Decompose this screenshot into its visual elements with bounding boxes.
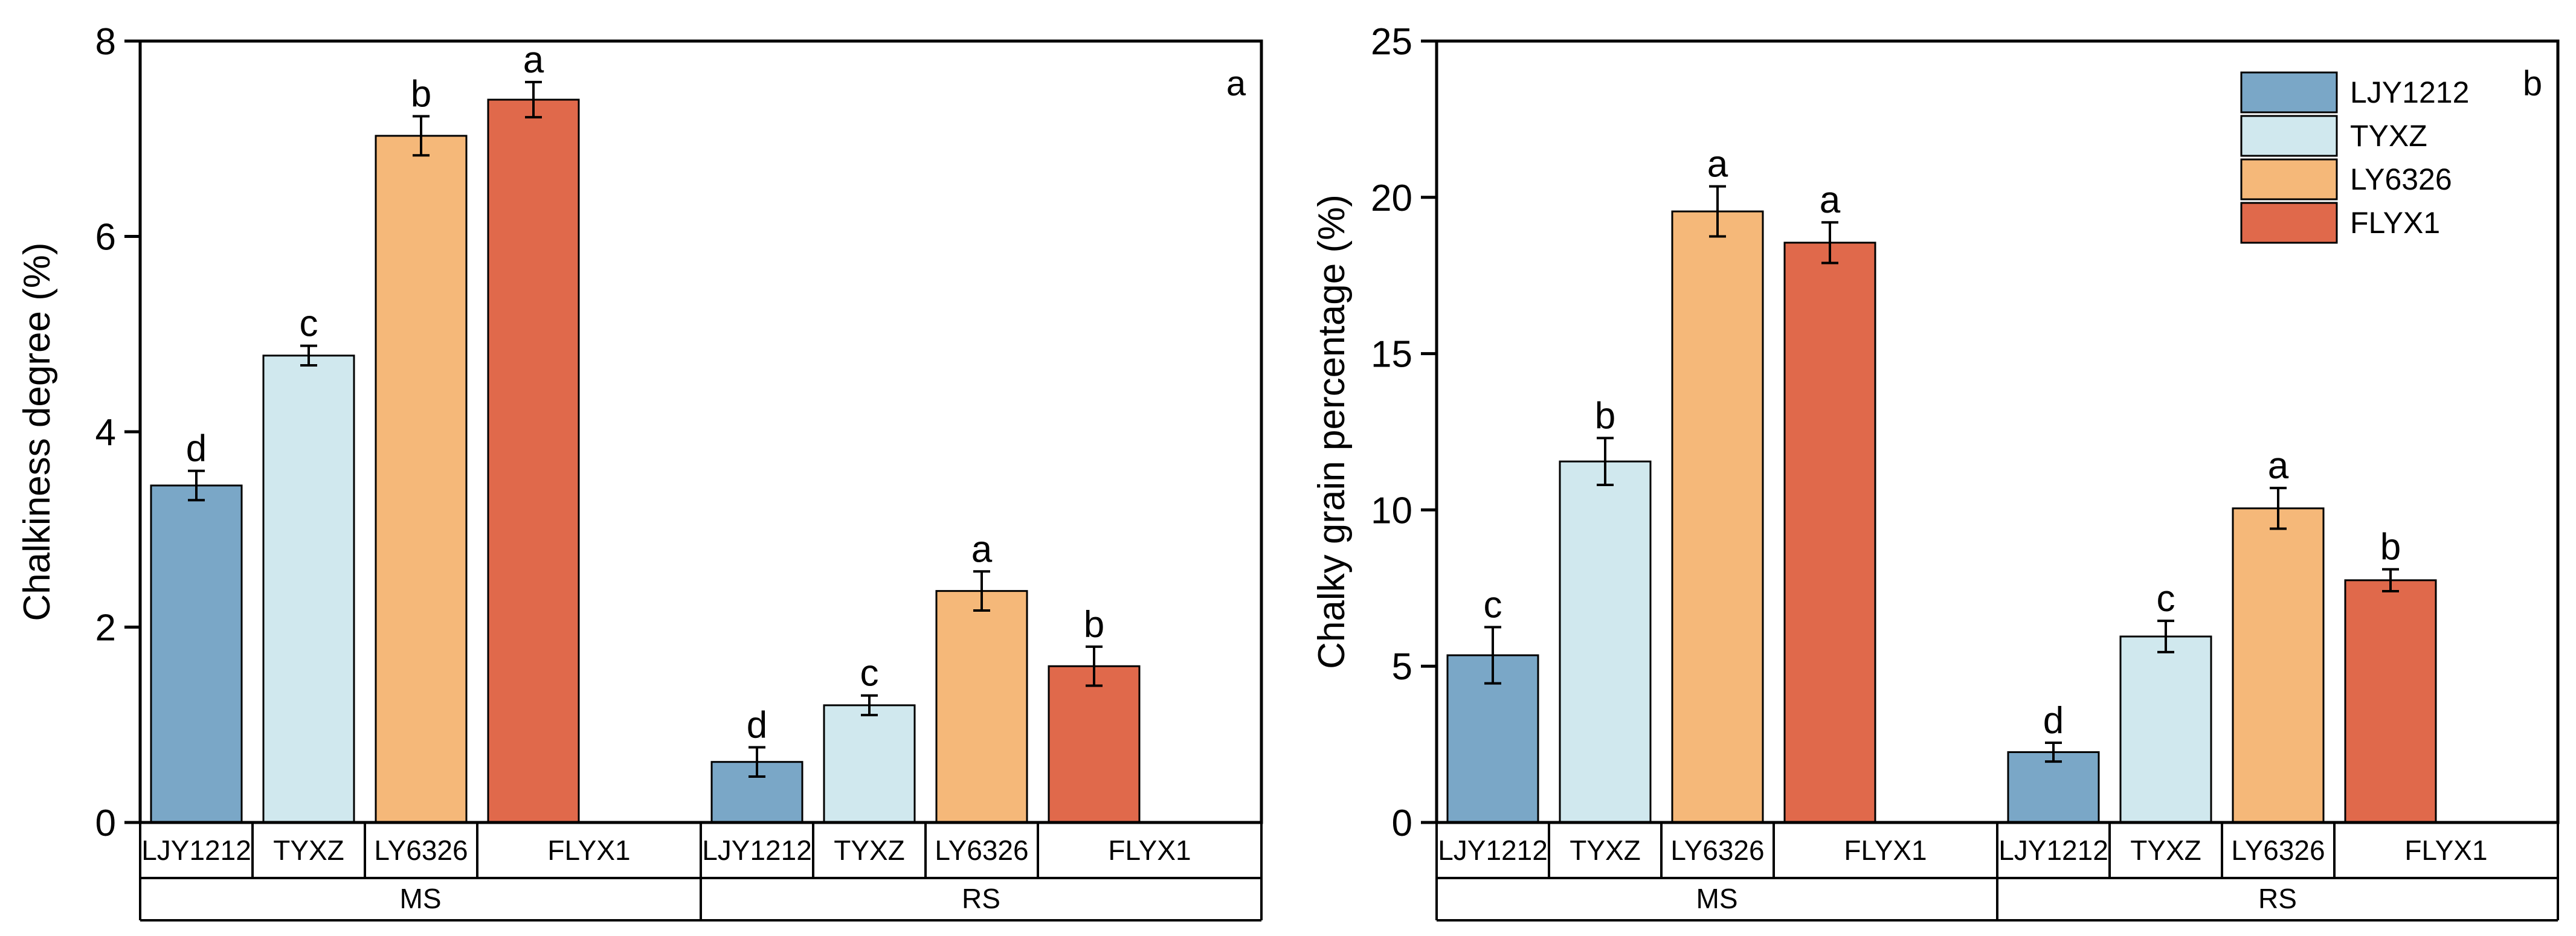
y-tick-label: 0 <box>1392 803 1412 844</box>
significance-letter: d <box>747 704 767 746</box>
legend-swatch <box>2240 158 2338 200</box>
x-category-label: TYXZ <box>273 835 344 866</box>
bar-rs-flyx1 <box>2344 579 2437 824</box>
significance-letter: c <box>860 653 879 694</box>
x-category-label: FLYX1 <box>1844 835 1927 866</box>
panel-label: b <box>2523 64 2542 103</box>
y-tick-label: 6 <box>95 217 116 258</box>
x-category-label: LJY1212 <box>1438 835 1548 866</box>
x-category-label: LJY1212 <box>1998 835 2108 866</box>
significance-letter: b <box>2380 527 2401 568</box>
significance-letter: a <box>523 39 544 81</box>
x-group-label: MS <box>1696 883 1738 914</box>
bar-ms-ly6326 <box>375 135 468 824</box>
x-category-label: LJY1212 <box>141 835 251 866</box>
significance-letter: b <box>1595 395 1615 437</box>
significance-letter: b <box>411 74 431 115</box>
y-tick-label: 10 <box>1371 490 1412 531</box>
x-category-label: LY6326 <box>2231 835 2325 866</box>
significance-letter: c <box>2157 578 2175 620</box>
bar-rs-tyxz <box>2119 635 2212 824</box>
x-group-label: RS <box>2258 883 2297 914</box>
x-group-label: MS <box>400 883 442 914</box>
legend-swatch <box>2240 115 2338 157</box>
x-category-label: FLYX1 <box>547 835 630 866</box>
chart-panel-a: 0 2 4 6 8 d c b a d c a b LJY1212 TYXZ LY6326 FLYX1 MS LJY… <box>16 21 1263 922</box>
bar-ms-flyx1 <box>487 98 580 824</box>
x-category-label: LY6326 <box>935 835 1028 866</box>
x-category-label: FLYX1 <box>1108 835 1191 866</box>
x-category-label: TYXZ <box>1570 835 1641 866</box>
bar-rs-flyx1 <box>1048 665 1141 824</box>
y-tick-label: 0 <box>95 803 116 844</box>
bar-rs-ly6326 <box>2232 507 2325 824</box>
bar-ms-tyxz <box>1559 460 1652 824</box>
significance-letter: d <box>186 428 207 470</box>
significance-letter: a <box>2268 445 2289 487</box>
y-axis-title: Chalkiness degree (%) <box>16 242 58 621</box>
panel-label: a <box>1226 64 1246 103</box>
bar-ms-ly6326 <box>1671 210 1764 824</box>
bar-rs-ljy1212 <box>2007 751 2100 824</box>
y-tick-label: 8 <box>95 21 116 63</box>
y-tick-label: 5 <box>1392 646 1412 688</box>
significance-letter: d <box>2043 700 2064 742</box>
bar-ms-flyx1 <box>1783 242 1876 824</box>
bar-rs-tyxz <box>823 704 916 824</box>
x-category-label: LY6326 <box>1670 835 1764 866</box>
y-tick-label: 4 <box>95 412 116 454</box>
y-tick-label: 2 <box>95 607 116 649</box>
legend-entry: LJY1212 <box>2350 75 2469 109</box>
x-category-label: FLYX1 <box>2404 835 2487 866</box>
legend-swatch <box>2240 202 2338 244</box>
chart-panel-b: 0 5 10 15 20 25 c b a a d c a b LJY1212 TYXZ LY6326 FLYX1… <box>1311 21 2560 922</box>
y-tick-label: 25 <box>1371 21 1412 63</box>
significance-letter: a <box>1707 144 1728 185</box>
x-category-label: LJY1212 <box>702 835 812 866</box>
legend-swatch <box>2240 71 2338 114</box>
y-tick-label: 20 <box>1371 178 1412 219</box>
bar-rs-ly6326 <box>935 590 1028 824</box>
legend-entry: LY6326 <box>2350 162 2452 196</box>
y-axis-title: Chalky grain percentage (%) <box>1311 194 1353 669</box>
significance-letter: c <box>300 303 318 345</box>
legend-entry: FLYX1 <box>2350 206 2440 240</box>
legend-entry: TYXZ <box>2350 119 2427 153</box>
x-category-label: TYXZ <box>834 835 905 866</box>
x-category-label: LY6326 <box>374 835 468 866</box>
significance-letter: a <box>971 528 993 570</box>
x-group-label: RS <box>962 883 1000 914</box>
x-category-label: TYXZ <box>2130 835 2201 866</box>
significance-letter: a <box>1820 179 1841 221</box>
significance-letter: c <box>1484 585 1502 626</box>
bar-ms-tyxz <box>262 354 355 824</box>
bar-ms-ljy1212 <box>150 484 243 824</box>
y-tick-label: 15 <box>1371 334 1412 376</box>
significance-letter: b <box>1084 604 1104 646</box>
